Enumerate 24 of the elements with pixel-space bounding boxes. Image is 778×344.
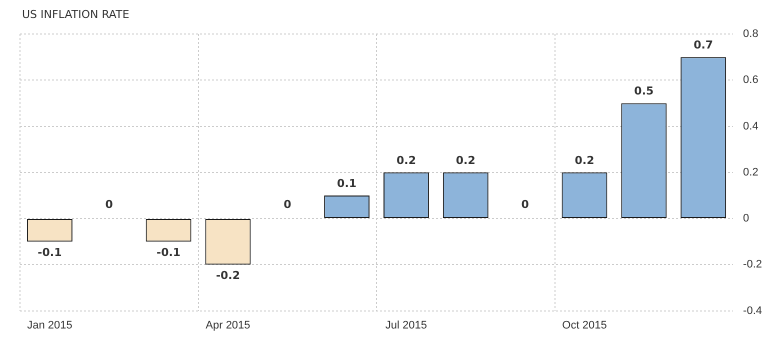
- data-label: 0.7: [694, 38, 714, 52]
- data-label: 0.1: [337, 176, 357, 190]
- data-label: -0.1: [156, 246, 181, 259]
- chart-title: US INFLATION RATE: [22, 8, 130, 21]
- x-tick-label: Oct 2015: [562, 319, 607, 332]
- y-tick-label: -0.4: [743, 304, 762, 317]
- x-tick-label: Apr 2015: [206, 319, 250, 332]
- data-label: 0: [105, 198, 114, 211]
- data-label: 0: [284, 198, 292, 211]
- y-tick-label: -0.2: [743, 258, 762, 271]
- x-tick-label: Jan 2015: [27, 319, 72, 332]
- y-tick-label: 0.4: [743, 120, 758, 132]
- data-label: 0.2: [456, 154, 476, 167]
- x-tick-label: Jul 2015: [385, 319, 428, 332]
- data-label: 0: [521, 198, 530, 211]
- data-label: 0.2: [574, 154, 594, 167]
- y-tick-label: 0.6: [743, 74, 758, 86]
- data-label: -0.1: [38, 246, 62, 259]
- data-label: 0.5: [634, 84, 654, 98]
- y-tick-label: 0.2: [743, 166, 758, 178]
- data-label: 0.2: [396, 154, 416, 167]
- y-tick-label: 0.8: [743, 28, 758, 40]
- y-tick-label: 0: [743, 212, 750, 225]
- data-label: -0.2: [216, 269, 240, 282]
